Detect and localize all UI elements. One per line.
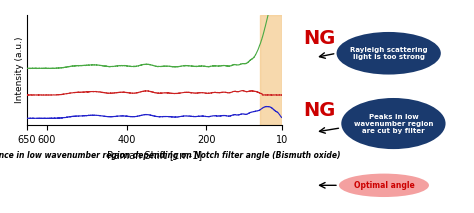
Text: Optimal angle: Optimal angle (354, 181, 414, 190)
Title: Difference in low wavenumber region depending on Notch filter angle (Bismuth oxi: Difference in low wavenumber region depe… (0, 151, 340, 160)
Ellipse shape (337, 32, 441, 75)
X-axis label: Raman Shift [cm-1]: Raman Shift [cm-1] (107, 150, 202, 160)
Text: NG: NG (303, 101, 336, 120)
Text: Rayleigh scattering
light is too strong: Rayleigh scattering light is too strong (350, 47, 428, 60)
Y-axis label: Intensity (a.u.): Intensity (a.u.) (15, 37, 24, 103)
Text: NG: NG (303, 29, 336, 48)
Bar (260, 15, 282, 125)
Text: Peaks in low
wavenumber region
are cut by filter: Peaks in low wavenumber region are cut b… (354, 114, 433, 134)
Ellipse shape (341, 98, 446, 149)
Ellipse shape (339, 174, 429, 197)
